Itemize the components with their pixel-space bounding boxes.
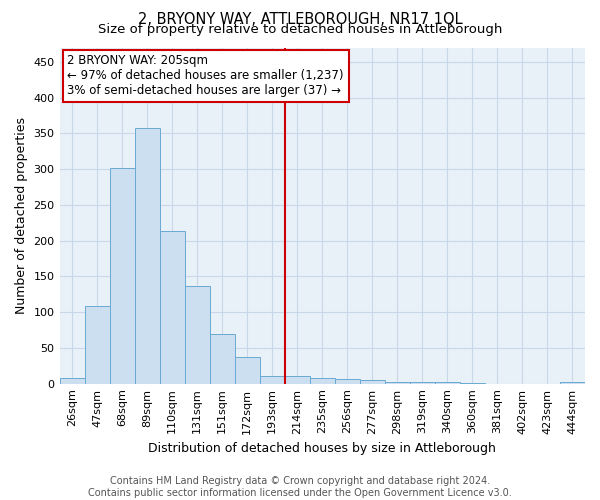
Bar <box>134 128 160 384</box>
Bar <box>460 383 485 384</box>
Text: Contains HM Land Registry data © Crown copyright and database right 2024.
Contai: Contains HM Land Registry data © Crown c… <box>88 476 512 498</box>
Bar <box>235 356 260 384</box>
Bar <box>85 306 110 384</box>
Bar <box>335 380 360 384</box>
Bar <box>209 334 235 384</box>
Text: Size of property relative to detached houses in Attleborough: Size of property relative to detached ho… <box>98 22 502 36</box>
Text: 2, BRYONY WAY, ATTLEBOROUGH, NR17 1QL: 2, BRYONY WAY, ATTLEBOROUGH, NR17 1QL <box>137 12 463 28</box>
Bar <box>360 380 385 384</box>
Y-axis label: Number of detached properties: Number of detached properties <box>15 117 28 314</box>
Bar <box>185 286 209 384</box>
Bar <box>160 232 185 384</box>
Bar <box>110 168 134 384</box>
Bar <box>410 382 435 384</box>
Text: 2 BRYONY WAY: 205sqm
← 97% of detached houses are smaller (1,237)
3% of semi-det: 2 BRYONY WAY: 205sqm ← 97% of detached h… <box>67 54 344 97</box>
Bar <box>260 376 285 384</box>
Bar <box>560 382 585 384</box>
Bar <box>385 382 410 384</box>
Bar <box>285 376 310 384</box>
X-axis label: Distribution of detached houses by size in Attleborough: Distribution of detached houses by size … <box>148 442 496 455</box>
Bar <box>310 378 335 384</box>
Bar <box>59 378 85 384</box>
Bar <box>435 382 460 384</box>
